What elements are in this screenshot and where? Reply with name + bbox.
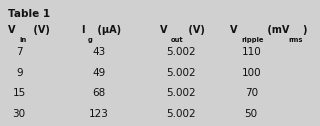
Text: 68: 68 — [92, 88, 106, 98]
Text: ripple: ripple — [242, 37, 264, 43]
Text: 5.002: 5.002 — [166, 68, 196, 78]
Text: ): ) — [302, 25, 307, 35]
Text: 5.002: 5.002 — [166, 88, 196, 98]
Text: 5.002: 5.002 — [166, 47, 196, 57]
Text: g: g — [87, 37, 92, 43]
Text: 70: 70 — [244, 88, 258, 98]
Text: 110: 110 — [241, 47, 261, 57]
Text: out: out — [171, 37, 184, 43]
Text: in: in — [19, 37, 27, 43]
Text: Table 1: Table 1 — [8, 9, 50, 19]
Text: V: V — [230, 25, 238, 35]
Text: rms: rms — [288, 37, 302, 43]
Text: (V): (V) — [30, 25, 50, 35]
Text: 5.002: 5.002 — [166, 109, 196, 119]
Text: (V): (V) — [185, 25, 205, 35]
Text: 7: 7 — [16, 47, 22, 57]
Text: (μA): (μA) — [94, 25, 122, 35]
Text: 100: 100 — [241, 68, 261, 78]
Text: 15: 15 — [12, 88, 26, 98]
Text: (mV: (mV — [264, 25, 289, 35]
Text: 50: 50 — [244, 109, 258, 119]
Text: V: V — [8, 25, 15, 35]
Text: 123: 123 — [89, 109, 109, 119]
Text: 43: 43 — [92, 47, 106, 57]
Text: 49: 49 — [92, 68, 106, 78]
Text: I: I — [82, 25, 85, 35]
Text: V: V — [160, 25, 167, 35]
Text: 30: 30 — [12, 109, 26, 119]
Text: 9: 9 — [16, 68, 22, 78]
